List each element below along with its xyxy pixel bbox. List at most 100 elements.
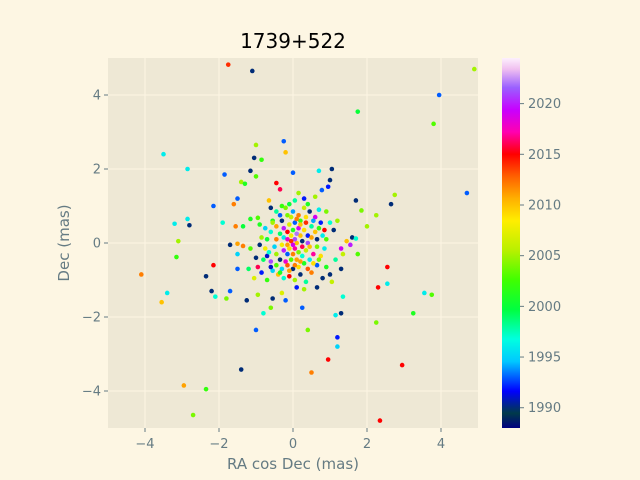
data-point [240, 243, 246, 249]
data-point [268, 229, 274, 235]
data-point [224, 296, 229, 301]
data-point [283, 150, 288, 155]
data-point [318, 220, 324, 225]
data-point [316, 225, 322, 231]
data-point [298, 218, 303, 224]
data-point [161, 151, 166, 157]
data-point [322, 227, 327, 233]
data-point [312, 229, 318, 235]
data-point [238, 179, 244, 185]
data-point [314, 244, 320, 249]
data-point [203, 274, 209, 279]
data-point [436, 92, 442, 98]
data-point [316, 168, 322, 174]
data-point [299, 238, 305, 244]
data-point [309, 270, 314, 275]
data-point [294, 257, 300, 262]
data-point [253, 142, 259, 148]
data-point [290, 242, 296, 248]
data-point [281, 275, 287, 281]
data-point [274, 180, 279, 186]
data-point [203, 386, 209, 392]
data-point [373, 320, 379, 325]
y-tick-label: 2 [93, 163, 101, 178]
data-point [327, 272, 333, 277]
data-point [290, 170, 296, 175]
data-point [242, 181, 248, 187]
data-point [314, 262, 320, 268]
data-point [305, 240, 311, 246]
data-point [309, 370, 314, 375]
data-point [283, 205, 288, 211]
data-point [287, 246, 292, 251]
data-point [264, 277, 270, 283]
data-point [176, 238, 181, 244]
data-point [329, 279, 335, 285]
data-point [311, 261, 316, 266]
data-point [307, 257, 312, 262]
data-point [253, 327, 259, 333]
data-point [349, 235, 355, 240]
data-point [277, 270, 283, 275]
y-axis-ticks: −4 −2 0 2 4 [82, 89, 108, 400]
data-point [325, 357, 331, 362]
data-point [283, 298, 288, 303]
y-tick-label: −4 [82, 385, 101, 400]
data-point [311, 218, 316, 224]
data-point [270, 220, 275, 225]
data-point [292, 198, 298, 203]
data-point [287, 222, 292, 227]
data-point [296, 225, 301, 231]
data-point [355, 109, 361, 114]
data-point [251, 275, 257, 281]
data-point [303, 248, 309, 253]
x-tick-label: −2 [209, 437, 228, 452]
data-point [209, 288, 214, 294]
data-point [385, 264, 390, 270]
data-point [298, 272, 303, 277]
data-point [322, 246, 327, 251]
data-point [187, 222, 192, 228]
data-point [248, 246, 253, 251]
data-point [335, 218, 340, 224]
colorbar [502, 58, 520, 428]
data-point [285, 212, 290, 218]
data-point [246, 266, 251, 272]
data-point [233, 224, 238, 229]
data-point [262, 246, 268, 251]
data-point [292, 246, 298, 251]
data-point [355, 251, 361, 257]
data-point [287, 201, 292, 207]
data-point [327, 177, 333, 183]
data-point [288, 214, 294, 220]
data-point [335, 344, 340, 349]
data-point [235, 196, 240, 201]
data-point [244, 298, 250, 303]
data-point [185, 216, 190, 222]
data-point [311, 251, 316, 257]
data-point [353, 198, 359, 203]
data-point [287, 268, 292, 274]
data-point [174, 254, 179, 260]
data-point [429, 292, 435, 298]
data-point [312, 214, 318, 220]
data-point [288, 238, 294, 244]
data-point [301, 196, 307, 201]
data-point [238, 367, 244, 372]
data-point [285, 262, 290, 268]
data-point [274, 224, 279, 229]
data-point [294, 231, 300, 237]
data-point [272, 244, 277, 249]
data-point [259, 270, 264, 275]
y-tick-label: −2 [82, 311, 101, 326]
data-point [324, 264, 329, 270]
data-point [375, 285, 381, 290]
data-point [277, 187, 283, 192]
data-point [464, 190, 470, 196]
data-point [296, 212, 301, 218]
colorbar-ticks: 1990 1995 2000 2005 2010 2015 2020 [520, 97, 561, 416]
data-point [292, 237, 298, 242]
data-point [333, 257, 338, 262]
data-point [301, 205, 307, 211]
data-point [373, 212, 379, 218]
